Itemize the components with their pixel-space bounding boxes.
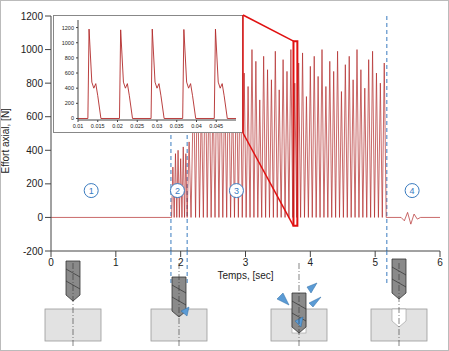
svg-text:4: 4 [308,257,314,268]
svg-text:3: 3 [243,257,249,268]
svg-text:Effort axial, [N]: Effort axial, [N] [8,108,11,174]
svg-text:2: 2 [175,186,180,196]
svg-text:200: 200 [26,178,43,189]
svg-text:1: 1 [89,186,94,196]
svg-text:0.04: 0.04 [191,123,202,129]
svg-text:Temps, [sec]: Temps, [sec] [217,270,273,281]
svg-text:0.025: 0.025 [130,123,144,129]
svg-text:1200: 1200 [62,25,74,31]
svg-text:0.015: 0.015 [91,123,105,129]
svg-text:0.035: 0.035 [170,123,184,129]
svg-text:0: 0 [48,257,54,268]
svg-text:1: 1 [113,257,119,268]
svg-text:600: 600 [65,70,74,76]
svg-text:0.03: 0.03 [152,123,163,129]
svg-text:0: 0 [37,212,43,223]
svg-text:-200: -200 [23,246,43,257]
svg-text:200: 200 [65,100,74,106]
svg-text:1200: 1200 [21,11,44,22]
svg-text:0.02: 0.02 [112,123,123,129]
svg-text:0.01: 0.01 [73,123,84,129]
svg-text:0.045: 0.045 [209,123,223,129]
svg-text:400: 400 [26,145,43,156]
svg-text:400: 400 [65,85,74,91]
svg-text:4: 4 [410,186,415,196]
svg-text:0: 0 [71,115,74,121]
svg-text:800: 800 [26,78,43,89]
svg-text:600: 600 [26,111,43,122]
svg-text:1000: 1000 [21,44,44,55]
svg-text:800: 800 [65,55,74,61]
svg-text:3: 3 [234,186,239,196]
svg-text:5: 5 [372,257,378,268]
svg-text:1000: 1000 [62,40,74,46]
svg-text:2: 2 [178,257,184,268]
svg-text:6: 6 [437,257,441,268]
